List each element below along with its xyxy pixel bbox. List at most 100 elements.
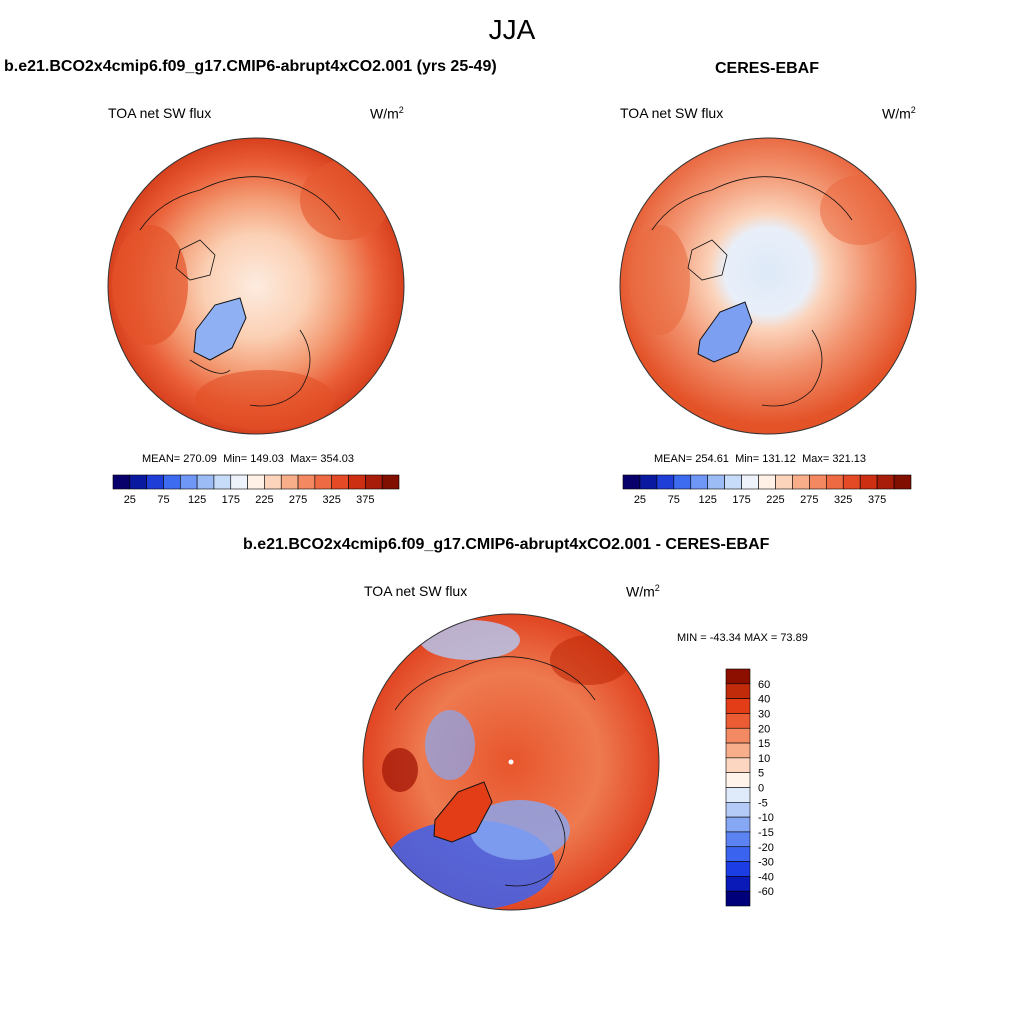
panel2-colorbar: 25 75 125 175 225 275 325 375 xyxy=(622,474,912,506)
panel2-map-region xyxy=(630,225,690,335)
panel1-colorbar-box xyxy=(280,474,299,490)
panel2-max-value: 321.13 xyxy=(832,453,866,465)
panel2-colorbar-box xyxy=(809,474,827,490)
panel1-colorbar-box xyxy=(365,474,383,490)
panel3-map-region-positive xyxy=(382,748,418,792)
panel3-colorbar-box xyxy=(725,683,751,699)
panel1-max-label: Max= xyxy=(290,453,318,465)
panel3-colorbar-box xyxy=(725,816,751,833)
panel1-colorbar-tick-label: 125 xyxy=(188,494,206,506)
panel2-colorbar-box xyxy=(876,474,895,490)
panel3-colorbar-box xyxy=(725,846,751,862)
panel1-colorbar-box xyxy=(297,474,316,490)
panel1-colorbar-box xyxy=(146,474,164,490)
panel3-colorbar-box xyxy=(725,742,751,759)
panel1-map-greenland xyxy=(193,297,247,361)
panel1-colorbar-box xyxy=(163,474,181,490)
panel3-colorbar-box xyxy=(725,713,751,729)
panel2-colorbar-box xyxy=(775,474,793,490)
panel2-min-label: Min= xyxy=(735,453,760,465)
panel2-map xyxy=(620,138,916,434)
panel1-min-label: Min= xyxy=(223,453,248,465)
panel1-stats: MEAN= 270.09 Min= 149.03 Max= 354.03 xyxy=(142,453,354,465)
panel3-colorbar-tick-label: -15 xyxy=(758,827,774,839)
panel1-min-value: 149.03 xyxy=(250,453,284,465)
panel2-map-border xyxy=(619,137,917,435)
panel2-colorbar-tick-label: 125 xyxy=(699,494,717,506)
panel2-colorbar-box xyxy=(758,474,776,490)
panel2-colorbar-box xyxy=(707,474,725,490)
panel2-map-coast xyxy=(651,176,853,231)
panel2-colorbar-box xyxy=(792,474,810,490)
panel3-colorbar-tick-label: 0 xyxy=(758,783,764,795)
panel3-map-coast xyxy=(394,656,596,711)
panel2-map-coast xyxy=(687,239,728,281)
panel3-map-region-negative xyxy=(420,620,520,660)
panel3-colorbar-tick-label: 40 xyxy=(758,694,770,706)
panel3-colorbar-tick-label: 15 xyxy=(758,738,770,750)
panel2-colorbar-tick-label: 275 xyxy=(800,494,818,506)
panel1-colorbar-box xyxy=(129,474,147,490)
panel3-colorbar: 60 40 30 20 15 10 5 0 -5 -10 -15 -20 -30 -40 -60 xyxy=(725,668,774,907)
panel2-colorbar-box xyxy=(741,474,759,490)
panel1-map-coast xyxy=(249,329,311,407)
panel1-map-region xyxy=(195,370,335,430)
panel1-colorbar-box xyxy=(112,474,131,490)
panel2-colorbar-box xyxy=(842,474,861,490)
panel1-colorbar: 25 75 125 175 225 275 325 375 xyxy=(112,474,400,506)
panel2-colorbar-box xyxy=(639,474,658,490)
panel1-colorbar-box xyxy=(348,474,366,490)
panel3-minmax: MIN = -43.34 MAX = 73.89 xyxy=(677,632,808,644)
panel2-title: CERES-EBAF xyxy=(715,60,820,77)
panel3-map xyxy=(363,614,659,910)
panel3-colorbar-box xyxy=(725,668,751,685)
panel1-units: W/m2 xyxy=(370,105,404,122)
panel3-colorbar-tick-label: -20 xyxy=(758,842,774,854)
panel3-colorbar-box xyxy=(725,757,751,773)
panel3-colorbar-box xyxy=(725,802,751,818)
panel3-colorbar-box xyxy=(725,861,751,877)
panel2-units-exp: 2 xyxy=(910,105,916,115)
panel2-colorbar-box xyxy=(724,474,742,490)
panel2-colorbar-box xyxy=(656,474,675,490)
panel3-map-region-negative xyxy=(425,710,475,780)
panel2-map-region xyxy=(820,175,900,245)
panel3-units: W/m2 xyxy=(626,583,660,600)
panel3-variable: TOA net SW flux xyxy=(364,583,468,599)
panel3-title: b.e21.BCO2x4cmip6.f09_g17.CMIP6-abrupt4x… xyxy=(243,536,770,553)
panel3-map-greenland xyxy=(433,781,493,843)
panel2-units: W/m2 xyxy=(882,105,916,122)
panel2-min-value: 131.12 xyxy=(762,453,796,465)
panel1-colorbar-box xyxy=(381,474,400,490)
panel2-colorbar-tick-label: 225 xyxy=(766,494,784,506)
panel3-colorbar-tick-label: 5 xyxy=(758,768,764,780)
panel2-variable: TOA net SW flux xyxy=(620,105,724,121)
panel3-colorbar-box xyxy=(725,831,751,848)
panel1-colorbar-box xyxy=(230,474,248,490)
panel2-colorbar-box xyxy=(825,474,844,490)
panel2-colorbar-tick-label: 325 xyxy=(834,494,852,506)
panel3-colorbar-box xyxy=(725,876,751,892)
panel3-colorbar-tick-label: -5 xyxy=(758,797,768,809)
panel2-mean-value: 254.61 xyxy=(695,453,729,465)
panel3-colorbar-tick-label: 20 xyxy=(758,723,770,735)
panel1-variable: TOA net SW flux xyxy=(108,105,212,121)
panel1-title: b.e21.BCO2x4cmip6.f09_g17.CMIP6-abrupt4x… xyxy=(4,58,497,75)
panel1-colorbar-tick-label: 25 xyxy=(124,494,136,506)
panel3-map-pole xyxy=(508,759,514,765)
panel3-colorbar-box xyxy=(725,772,751,788)
panel2-units-base: W/m xyxy=(882,105,911,122)
panel3-colorbar-box xyxy=(725,698,751,714)
panel2-colorbar-tick-label: 375 xyxy=(868,494,886,506)
panel2-mean-label: MEAN= xyxy=(654,453,693,465)
panel2-colorbar-tick-label: 175 xyxy=(732,494,750,506)
panel1-units-base: W/m xyxy=(370,105,399,122)
panel3-map-border xyxy=(362,613,660,911)
panel1-colorbar-tick-label: 375 xyxy=(356,494,374,506)
panel3-colorbar-tick-label: -30 xyxy=(758,857,774,869)
panel2-colorbar-box xyxy=(622,474,641,490)
panel1-units-exp: 2 xyxy=(398,105,404,115)
panel2-colorbar-box xyxy=(690,474,709,490)
figure-season-title: JJA xyxy=(488,14,536,45)
panel2-colorbar-tick-label: 75 xyxy=(668,494,680,506)
